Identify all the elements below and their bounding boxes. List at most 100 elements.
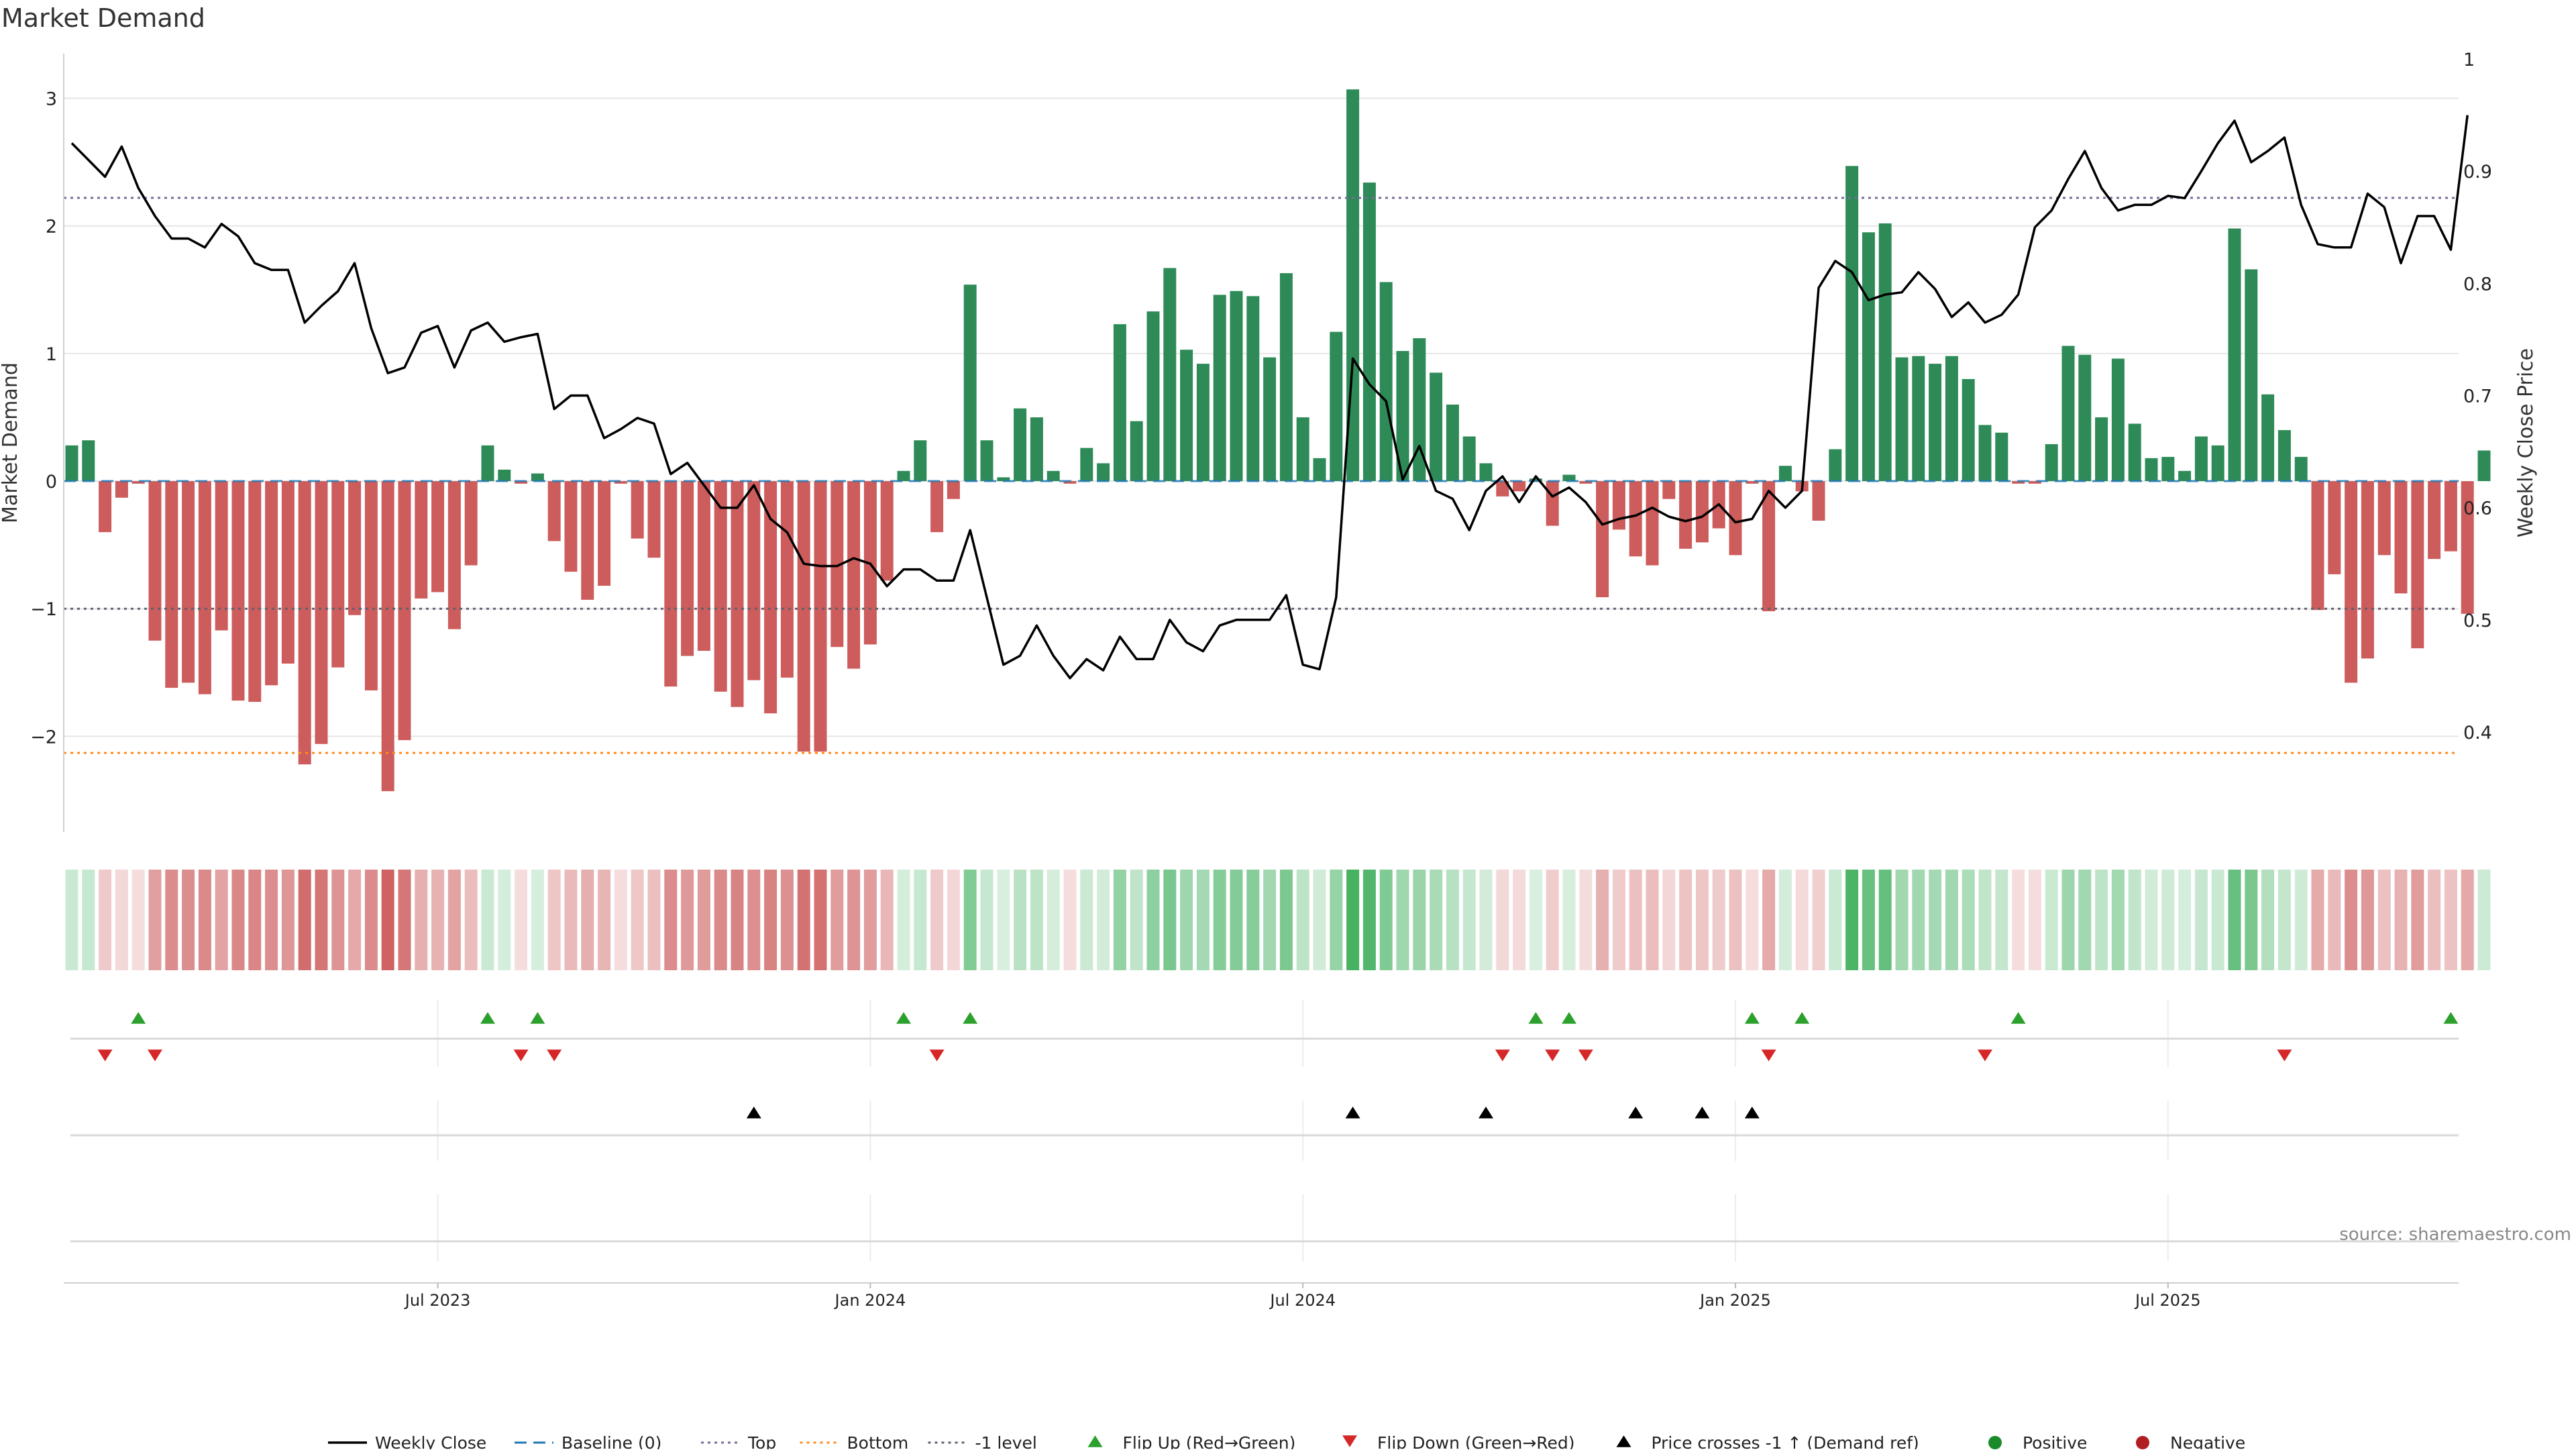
heat-cell: [1462, 870, 1476, 970]
heat-cell: [1695, 870, 1709, 970]
heat-cell: [2178, 870, 2192, 970]
demand-bar-positive: [980, 440, 994, 482]
demand-bar-positive: [1978, 425, 1992, 482]
demand-bar-positive: [1829, 449, 1842, 482]
demand-bar-positive: [1995, 432, 2008, 482]
heat-cell: [1562, 870, 1576, 970]
heat-cell: [1529, 870, 1542, 970]
demand-bar-negative: [248, 481, 262, 703]
demand-bar-negative: [1612, 481, 1625, 530]
demand-bar-positive: [1479, 463, 1493, 482]
heat-cell: [2311, 870, 2324, 970]
demand-bar-negative: [2444, 481, 2457, 552]
heat-cell: [481, 870, 494, 970]
flip-down-marker: [1978, 1049, 1992, 1061]
heat-cell: [1662, 870, 1676, 970]
heat-cell: [1279, 870, 1293, 970]
demand-bar-positive: [1446, 404, 1459, 482]
demand-bar-positive: [1945, 356, 1958, 482]
demand-bar-negative: [1662, 481, 1676, 499]
heat-cell: [1430, 870, 1443, 970]
demand-bar-positive: [1929, 364, 1942, 482]
heat-cell: [2128, 870, 2141, 970]
flip-down-marker: [1495, 1049, 1510, 1061]
demand-bar-positive: [1130, 421, 1143, 482]
left-tick-label: 0: [46, 472, 57, 492]
heat-cell: [2261, 870, 2275, 970]
heat-cell: [963, 870, 977, 970]
price-cross-marker: [1744, 1106, 1760, 1119]
heat-cell: [1496, 870, 1509, 970]
heat-cell: [431, 870, 445, 970]
legend-label-bottom: Bottom: [847, 1433, 909, 1449]
heat-cell: [914, 870, 927, 970]
x-tick-label: Jul 2024: [1269, 1291, 1336, 1310]
heat-cell: [2194, 870, 2208, 970]
demand-bar-negative: [764, 481, 777, 714]
demand-bar-negative: [2028, 481, 2041, 484]
heat-cell: [248, 870, 262, 970]
left-tick-label: −2: [30, 727, 57, 747]
demand-bar-negative: [947, 481, 960, 499]
flip-up-marker: [1562, 1012, 1576, 1024]
flip-down-marker: [2277, 1049, 2292, 1061]
heat-cell: [498, 870, 511, 970]
demand-bar-positive: [2145, 458, 2158, 482]
heat-cell: [1596, 870, 1609, 970]
demand-bar-positive: [2095, 417, 2108, 482]
heat-cell: [1379, 870, 1393, 970]
demand-bar-negative: [631, 481, 644, 539]
demand-bar-negative: [281, 481, 294, 664]
demand-bar-negative: [564, 481, 578, 572]
demand-bar-positive: [2128, 423, 2141, 482]
heat-cell: [115, 870, 128, 970]
heat-cell: [1130, 870, 1143, 970]
heat-cell: [1080, 870, 1093, 970]
flip-up-marker: [963, 1012, 978, 1024]
heat-cell: [198, 870, 211, 970]
heat-cell: [2361, 870, 2374, 970]
flip-down-marker: [547, 1049, 562, 1061]
demand-bar-positive: [1246, 296, 1260, 482]
demand-bar-negative: [880, 481, 894, 581]
legend-swatch-negative: [2136, 1436, 2149, 1449]
right-tick-label: 0.5: [2463, 611, 2492, 631]
demand-bar-positive: [1080, 448, 1093, 482]
demand-bar-negative: [2012, 481, 2025, 484]
flip-down-marker: [148, 1049, 162, 1061]
demand-bar-negative: [431, 481, 445, 592]
flip-up-marker: [2010, 1012, 2026, 1024]
heat-cell: [1014, 870, 1027, 970]
demand-bar-negative: [647, 481, 661, 558]
demand-bar-negative: [697, 481, 710, 651]
heat-cell: [99, 870, 112, 970]
demand-bar-positive: [1279, 273, 1293, 482]
heat-cell: [1446, 870, 1459, 970]
demand-bar-positive: [1330, 331, 1343, 482]
demand-bar-positive: [1346, 89, 1360, 482]
demand-bar-negative: [547, 481, 561, 541]
heat-cell: [2411, 870, 2424, 970]
demand-bar-negative: [1596, 481, 1609, 598]
price-cross-marker: [746, 1106, 761, 1119]
x-tick-label: Jul 2023: [404, 1291, 471, 1310]
heat-cell: [1046, 870, 1060, 970]
demand-bar-positive: [1263, 357, 1277, 482]
demand-bar-negative: [447, 481, 461, 629]
demand-bar-positive: [1895, 357, 1909, 482]
demand-bar-positive: [2061, 346, 2075, 482]
demand-bar-negative: [348, 481, 362, 615]
heat-cell: [2045, 870, 2058, 970]
demand-bar-negative: [2394, 481, 2408, 594]
legend-swatch-positive: [1988, 1436, 2002, 1449]
heat-cell: [1995, 870, 2008, 970]
flip-up-marker: [1528, 1012, 1544, 1024]
heat-cell: [647, 870, 661, 970]
heat-cell: [1612, 870, 1625, 970]
demand-bar-positive: [1778, 466, 1792, 482]
right-tick-label: 0.4: [2463, 723, 2492, 743]
demand-bar-positive: [2277, 429, 2291, 482]
heat-cell: [1063, 870, 1077, 970]
